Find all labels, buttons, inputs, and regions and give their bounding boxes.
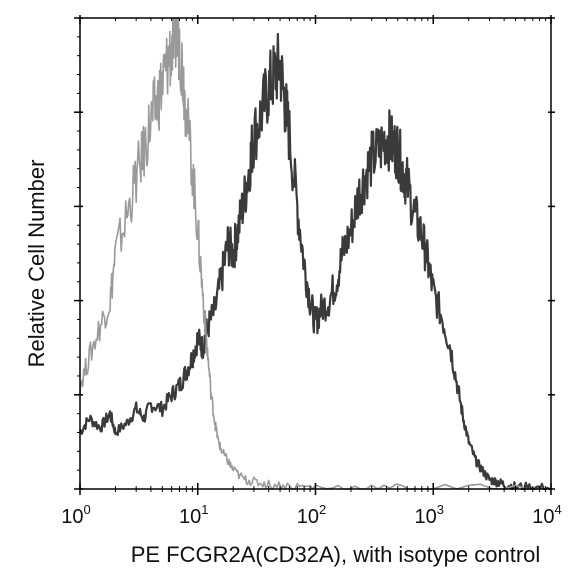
plot-frame [79, 17, 552, 490]
series-isotype-control-line [79, 17, 540, 490]
x-tick-label: 101 [179, 502, 208, 528]
x-tick-label: 102 [297, 502, 326, 528]
x-tick-label: 103 [415, 502, 444, 528]
x-tick-label: 104 [532, 502, 561, 528]
x-axis-label: PE FCGR2A(CD32A), with isotype control [131, 542, 541, 567]
y-axis-label: Relative Cell Number [24, 160, 49, 368]
series-group [78, 17, 550, 491]
x-ticks: 100 101 102 103 104 [61, 15, 562, 528]
x-tick-label: 100 [61, 502, 90, 528]
y-ticks [74, 17, 555, 490]
series-sample-line [78, 32, 550, 491]
